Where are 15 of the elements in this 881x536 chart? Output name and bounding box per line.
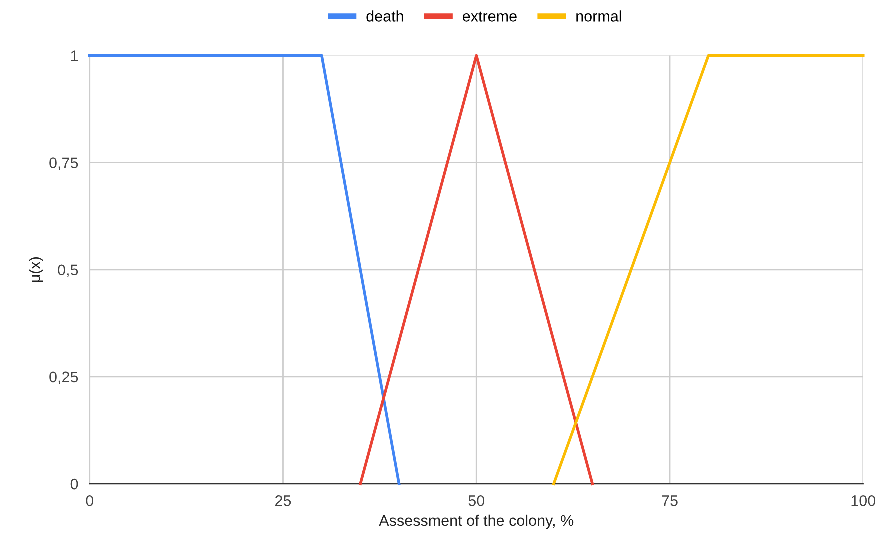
x-tick-label: 0	[86, 496, 94, 506]
y-tick-label: 0,75	[50, 158, 78, 170]
x-tick-label: 100	[852, 496, 876, 506]
y-axis-title: μ(x)	[29, 258, 44, 282]
y-tick-label: 0	[70, 478, 78, 490]
x-tick-label: 75	[662, 496, 678, 506]
x-tick-label: 25	[276, 496, 292, 506]
y-tick-label: 1	[71, 50, 78, 62]
legend-label: death	[366, 10, 404, 22]
y-tick-label: 0,25	[50, 372, 78, 384]
legend-label: extreme	[463, 12, 517, 22]
y-tick-label: 0,5	[58, 264, 78, 278]
x-axis-title: Assessment of the colony, %	[379, 514, 574, 530]
legend-label: normal	[576, 10, 622, 22]
x-tick-label: 50	[468, 496, 485, 506]
